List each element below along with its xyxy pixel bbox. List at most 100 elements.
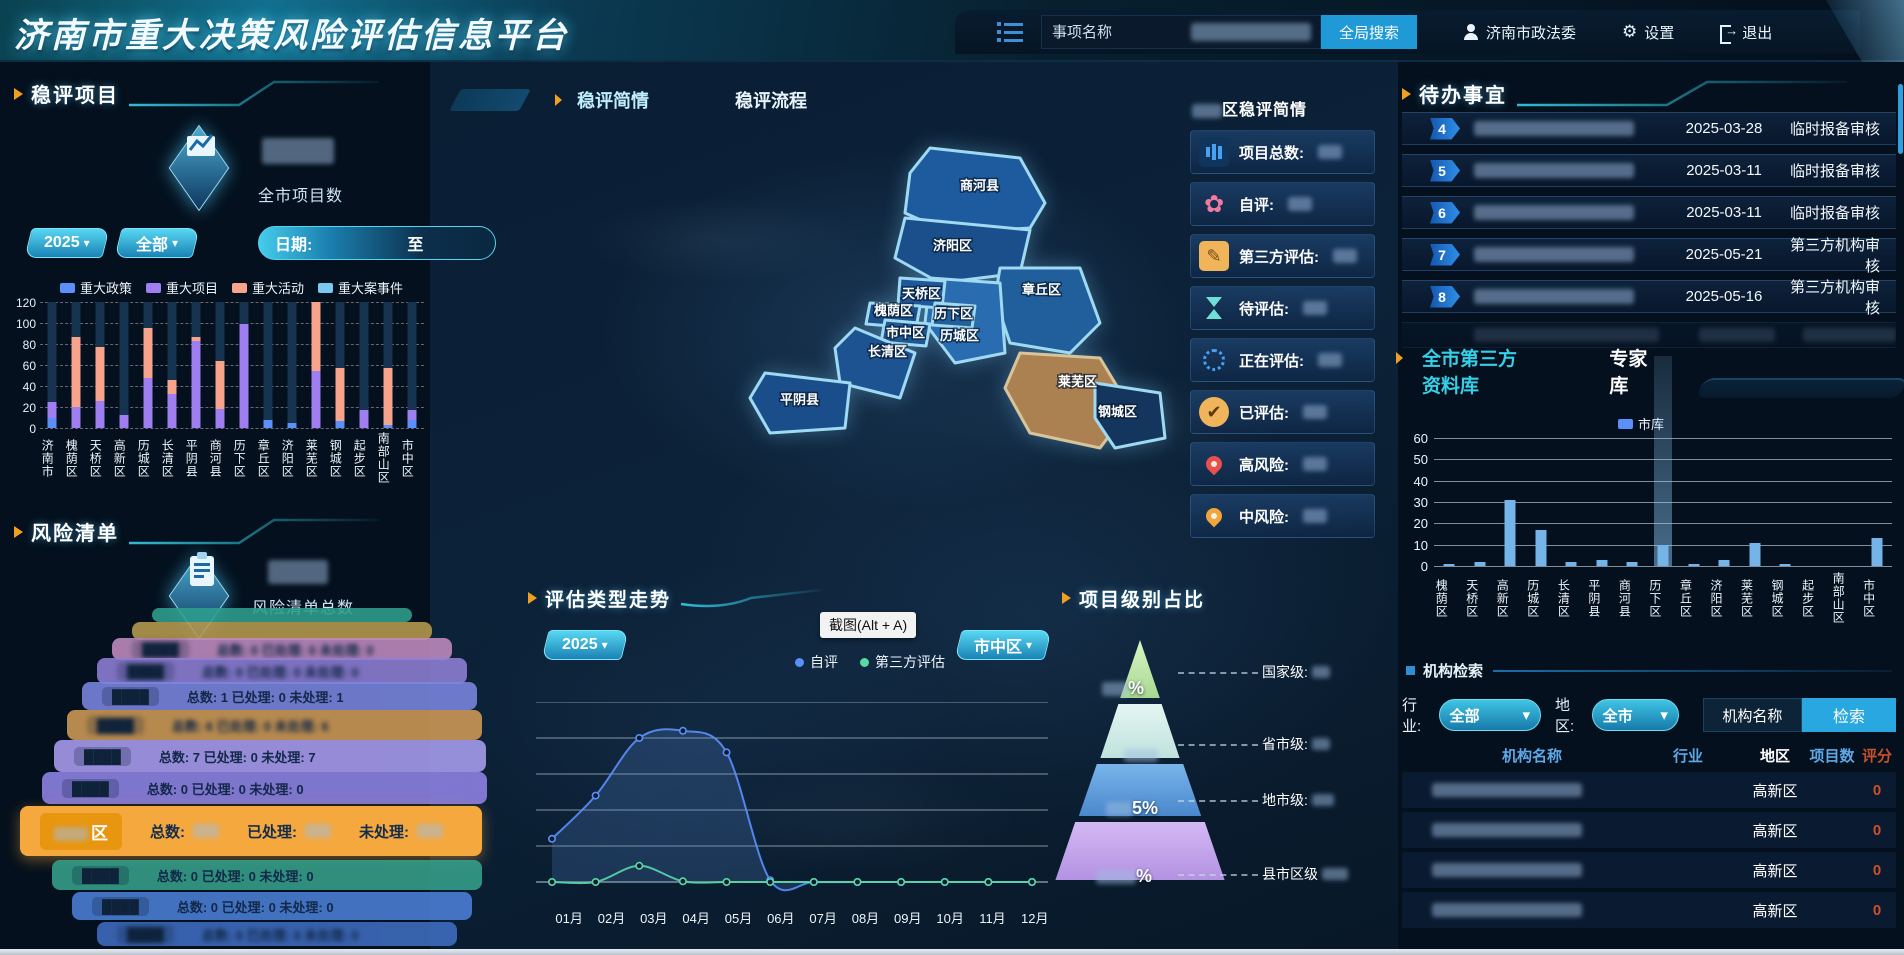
data-point[interactable] bbox=[766, 878, 775, 887]
district-lixia[interactable] bbox=[930, 301, 977, 330]
risk-list-item[interactable]: ████ 总数: 0 已处理: 0 未处理: 0 bbox=[97, 922, 457, 946]
date-range-picker[interactable]: 日期: 至 bbox=[258, 226, 496, 260]
risk-list-item[interactable]: ████ 总数: 7 已处理: 0 未处理: 7 bbox=[54, 740, 486, 772]
pyramid-region-dropdown[interactable]: 市中区 ▾ bbox=[954, 630, 1052, 660]
brief-item-doc-pen[interactable]: ✎ 第三方评估: bbox=[1190, 234, 1375, 278]
district-zhangqiu[interactable] bbox=[993, 266, 1102, 355]
bar-group[interactable] bbox=[160, 302, 184, 428]
data-point[interactable] bbox=[1027, 878, 1036, 887]
scope-dropdown[interactable]: 全部 ▾ bbox=[114, 228, 200, 258]
brief-item-pin-red[interactable]: 高风险: bbox=[1190, 442, 1375, 486]
region-select[interactable]: 全市 ▾ bbox=[1591, 699, 1679, 731]
brief-item-bar-chart[interactable]: 项目总数: bbox=[1190, 130, 1375, 174]
pyramid-level-city[interactable] bbox=[1078, 764, 1202, 816]
bar-group[interactable] bbox=[1831, 438, 1862, 566]
column-header[interactable]: 地区 bbox=[1759, 747, 1790, 765]
bar-group[interactable] bbox=[1648, 356, 1679, 566]
scrollbar-thumb[interactable] bbox=[1898, 84, 1903, 154]
brief-item-spinner[interactable]: 正在评估: bbox=[1190, 338, 1375, 382]
risk-list-item[interactable] bbox=[152, 608, 412, 622]
risk-list-item[interactable]: ████ 总数: 6 已处理: 0 未处理: 6 bbox=[67, 710, 482, 740]
trend-line-chart[interactable] bbox=[528, 702, 1048, 902]
org-result-row[interactable]: 高新区 0 bbox=[1402, 892, 1896, 928]
data-point[interactable] bbox=[591, 878, 600, 887]
brief-item-pin-yellow[interactable]: 中风险: bbox=[1190, 494, 1375, 538]
column-header[interactable]: 机构名称 bbox=[1501, 747, 1562, 765]
data-point[interactable] bbox=[722, 878, 731, 887]
todo-item-partial[interactable] bbox=[1402, 322, 1896, 348]
user-menu[interactable]: 济南市政法委 bbox=[1463, 22, 1576, 43]
bar-group[interactable] bbox=[1526, 438, 1557, 566]
bar-group[interactable] bbox=[1678, 438, 1709, 566]
risk-list-item[interactable]: ████ 总数: 0 已处理: 0 未处理: 0 bbox=[97, 658, 467, 684]
bar-group[interactable] bbox=[40, 302, 64, 428]
risk-list-item[interactable]: ████ 总数: 0 已处理: 0 未处理: 0 bbox=[112, 638, 452, 660]
bar-group[interactable] bbox=[232, 302, 256, 428]
tab-stability-brief[interactable]: 稳评简情 bbox=[542, 84, 684, 116]
bar-group[interactable] bbox=[1587, 438, 1618, 566]
tab-expert-library[interactable]: 专家库 bbox=[1572, 340, 1686, 402]
todo-item[interactable]: 8 2025-05-16 第三方机构审核 bbox=[1402, 279, 1896, 317]
data-point[interactable] bbox=[635, 733, 644, 742]
todo-item[interactable]: 4 2025-03-28 临时报备审核 bbox=[1402, 112, 1896, 145]
district-shizhong[interactable] bbox=[879, 318, 932, 348]
column-header[interactable]: 评分 bbox=[1861, 747, 1892, 765]
column-header[interactable]: 行业 bbox=[1672, 747, 1703, 765]
risk-list-item[interactable] bbox=[132, 622, 432, 640]
data-point[interactable] bbox=[547, 834, 556, 843]
data-point[interactable] bbox=[547, 878, 556, 887]
bar-group[interactable] bbox=[376, 302, 400, 428]
bar-group[interactable] bbox=[1556, 438, 1587, 566]
bar-group[interactable] bbox=[1770, 438, 1801, 566]
logout-button[interactable]: 退出 bbox=[1720, 22, 1772, 44]
bar-group[interactable] bbox=[1739, 438, 1770, 566]
risk-list-item[interactable]: ████ 总数: 0 已处理: 0 未处理: 0 bbox=[72, 892, 472, 920]
risk-list-item[interactable]: ████ 总数: 1 已处理: 0 未处理: 1 bbox=[82, 682, 477, 710]
bar-group[interactable] bbox=[304, 302, 328, 428]
todo-item[interactable]: 7 2025-05-21 第三方机构审核 bbox=[1402, 237, 1896, 275]
bar-group[interactable] bbox=[352, 302, 376, 428]
bar-group[interactable] bbox=[256, 302, 280, 428]
settings-button[interactable]: ⚙ 设置 bbox=[1622, 22, 1674, 43]
data-point[interactable] bbox=[635, 861, 644, 870]
bar-group[interactable] bbox=[1465, 438, 1496, 566]
brief-item-flower[interactable]: ✿ 自评: bbox=[1190, 182, 1375, 226]
data-point[interactable] bbox=[984, 878, 993, 887]
data-point[interactable] bbox=[940, 878, 949, 887]
bar-group[interactable] bbox=[136, 302, 160, 428]
bar-group[interactable] bbox=[1434, 438, 1465, 566]
brief-item-hourglass[interactable]: 待评估: bbox=[1190, 286, 1375, 330]
menu-icon[interactable] bbox=[997, 22, 1023, 42]
district-gangcheng[interactable] bbox=[1093, 381, 1167, 450]
bar-group[interactable] bbox=[208, 302, 232, 428]
data-point[interactable] bbox=[678, 726, 687, 735]
bar-group[interactable] bbox=[1617, 438, 1648, 566]
brief-item-check[interactable]: ✔ 已评估: bbox=[1190, 390, 1375, 434]
org-result-row[interactable]: 高新区 0 bbox=[1402, 772, 1896, 808]
bar-group[interactable] bbox=[184, 302, 208, 428]
todo-item[interactable]: 6 2025-03-11 临时报备审核 bbox=[1402, 196, 1896, 229]
todo-item[interactable]: 5 2025-03-11 临时报备审核 bbox=[1402, 154, 1896, 187]
risk-list-item[interactable]: ████ 总数: 0 已处理: 0 未处理: 0 bbox=[52, 860, 482, 890]
district-jiyang[interactable] bbox=[893, 216, 1032, 285]
year-dropdown[interactable]: 2025 ▾ bbox=[24, 228, 110, 258]
bar-group[interactable] bbox=[88, 302, 112, 428]
bar-group[interactable] bbox=[400, 302, 424, 428]
bar-group[interactable] bbox=[1495, 438, 1526, 566]
data-point[interactable] bbox=[853, 878, 862, 887]
tab-stability-process[interactable]: 稳评流程 bbox=[700, 84, 842, 116]
column-header[interactable]: 项目数 bbox=[1809, 747, 1855, 765]
data-point[interactable] bbox=[897, 878, 906, 887]
data-point[interactable] bbox=[722, 748, 731, 757]
jinan-district-map[interactable]: 商河县 济阳区 天桥区 章丘区 槐荫区 历下区 市中区 历城区 长清区 莱芜区 … bbox=[600, 118, 1200, 518]
district-changqing[interactable] bbox=[833, 326, 917, 400]
bar-group[interactable] bbox=[1861, 438, 1892, 566]
global-search-button[interactable]: 全局搜索 bbox=[1321, 15, 1418, 49]
district-pingyin[interactable] bbox=[748, 371, 852, 435]
data-point[interactable] bbox=[591, 791, 600, 800]
risk-list-item[interactable]: ████ 总数: 0 已处理: 0 未处理: 0 bbox=[42, 772, 487, 804]
bar-group[interactable] bbox=[328, 302, 352, 428]
industry-select[interactable]: 全部 ▾ bbox=[1438, 699, 1541, 731]
data-point[interactable] bbox=[809, 878, 818, 887]
risk-list-item[interactable]: 区 总数: 已处理: 未处理: bbox=[20, 806, 482, 856]
